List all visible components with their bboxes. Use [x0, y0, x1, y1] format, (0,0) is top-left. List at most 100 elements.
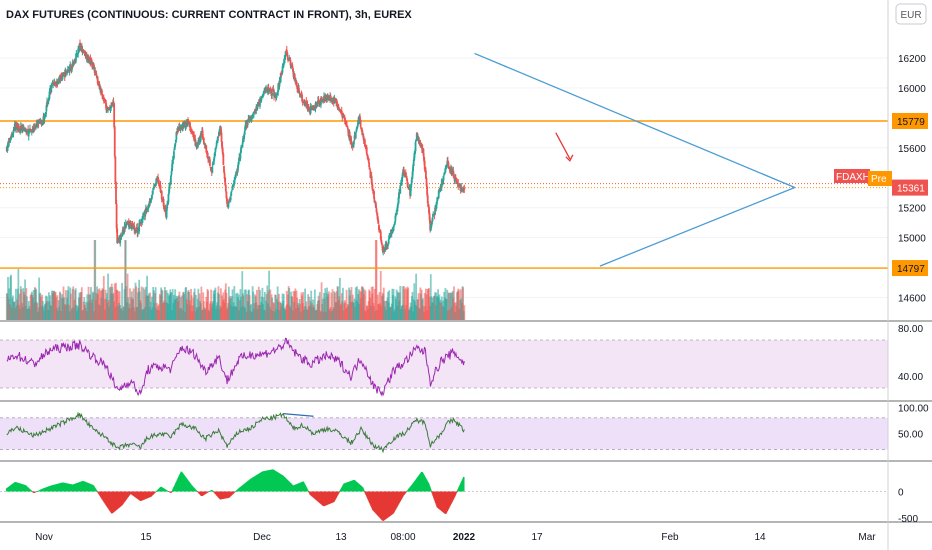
- candle-body: [315, 102, 318, 108]
- histogram-bar: [455, 491, 458, 493]
- candle-body: [291, 64, 294, 69]
- candle-body: [307, 107, 310, 109]
- candle-body: [367, 156, 369, 159]
- volume-bar: [80, 287, 83, 320]
- candle-body: [220, 132, 223, 143]
- candle-body: [197, 140, 200, 144]
- time-tick-label: 17: [531, 532, 543, 543]
- rsi-line: [6, 337, 465, 397]
- candle-body: [12, 129, 15, 134]
- candle-body: [320, 97, 323, 101]
- candle-body: [280, 72, 283, 74]
- candle-body: [104, 99, 106, 103]
- candle-body: [376, 212, 378, 216]
- volume-bar: [220, 288, 222, 320]
- volume-bar: [363, 289, 366, 320]
- trendline-drawings[interactable]: [282, 52, 796, 417]
- candle-body: [372, 189, 375, 193]
- candle-body: [154, 185, 156, 187]
- candle-body: [382, 248, 385, 250]
- volume-bar: [375, 240, 378, 320]
- candle-body: [90, 59, 93, 62]
- currency-button[interactable]: EUR: [895, 3, 927, 25]
- candle-body: [435, 203, 438, 208]
- candle-body: [284, 51, 287, 56]
- candle-body: [460, 187, 463, 191]
- candle-body: [241, 138, 244, 144]
- histogram-bar: [96, 491, 98, 492]
- candle-body: [179, 125, 182, 131]
- candle-body: [230, 190, 233, 192]
- candle-body: [159, 184, 161, 186]
- candle-body: [82, 49, 84, 52]
- candle-body: [262, 91, 265, 96]
- time-tick-label: 08:00: [390, 532, 415, 543]
- candle-body: [340, 110, 343, 114]
- candle-body: [279, 73, 282, 82]
- candle-body: [187, 120, 189, 122]
- volume-bar: [116, 289, 119, 320]
- time-axis[interactable]: Nov 15 Dec 13 08:00 2022 17 Feb 14 Mar: [35, 532, 876, 543]
- candle-body: [359, 116, 361, 120]
- candle-body: [90, 59, 92, 64]
- candle-body: [172, 158, 175, 160]
- candle-body: [225, 191, 228, 199]
- candle-body: [277, 83, 280, 92]
- candle-body: [404, 173, 407, 176]
- candle-body: [276, 91, 279, 93]
- rsi-band: [0, 340, 888, 388]
- volume-bar: [67, 286, 70, 320]
- candle-body: [83, 51, 86, 56]
- candle-body: [312, 105, 315, 110]
- histogram-bar: [462, 477, 465, 492]
- candle-body: [220, 126, 222, 132]
- price-axis[interactable]: 14600 15000 15200 15600 16000 16200 15779 15361…: [892, 54, 929, 525]
- candle-body: [68, 66, 71, 73]
- candle-body: [199, 133, 202, 141]
- histogram-bar: [95, 490, 98, 492]
- candle-body: [392, 226, 395, 231]
- candle-body: [96, 76, 99, 84]
- candle-body: [429, 227, 432, 231]
- candle-body: [134, 228, 137, 232]
- candle-body: [144, 213, 147, 217]
- candle-body: [212, 161, 214, 166]
- candle-body: [268, 90, 271, 92]
- volume-bar: [411, 291, 414, 320]
- candle-body: [442, 180, 444, 182]
- volume-bar: [401, 286, 404, 320]
- candle-body: [431, 217, 434, 222]
- candle-body: [412, 159, 415, 167]
- candle-body: [62, 72, 65, 74]
- candle-body: [83, 50, 86, 52]
- candle-body: [457, 185, 460, 187]
- volume-bar: [291, 297, 294, 320]
- candle-body: [10, 136, 12, 140]
- candle-body: [345, 121, 347, 123]
- candle-body: [171, 163, 174, 171]
- candle-body: [195, 142, 198, 146]
- time-tick-label: Dec: [253, 532, 271, 543]
- candle-body: [16, 123, 19, 130]
- candle-body: [226, 198, 228, 204]
- candle-body: [369, 170, 372, 178]
- candle-body: [15, 125, 17, 130]
- candle-body: [395, 210, 398, 215]
- candle-body: [451, 170, 454, 175]
- candle-body: [384, 243, 387, 250]
- candle-body: [409, 186, 412, 196]
- volume-bar: [24, 279, 26, 320]
- candle-body: [213, 157, 216, 161]
- volume-bar: [193, 288, 196, 320]
- candle-body: [444, 167, 447, 173]
- candle-body: [209, 159, 211, 166]
- candle-body: [35, 124, 37, 128]
- candle-body: [429, 220, 432, 231]
- candle-body: [184, 122, 186, 127]
- candle-body: [115, 203, 118, 229]
- candle-body: [133, 225, 136, 230]
- time-tick-label: Nov: [35, 532, 53, 543]
- volume-bar: [245, 289, 247, 320]
- candle-body: [98, 85, 101, 90]
